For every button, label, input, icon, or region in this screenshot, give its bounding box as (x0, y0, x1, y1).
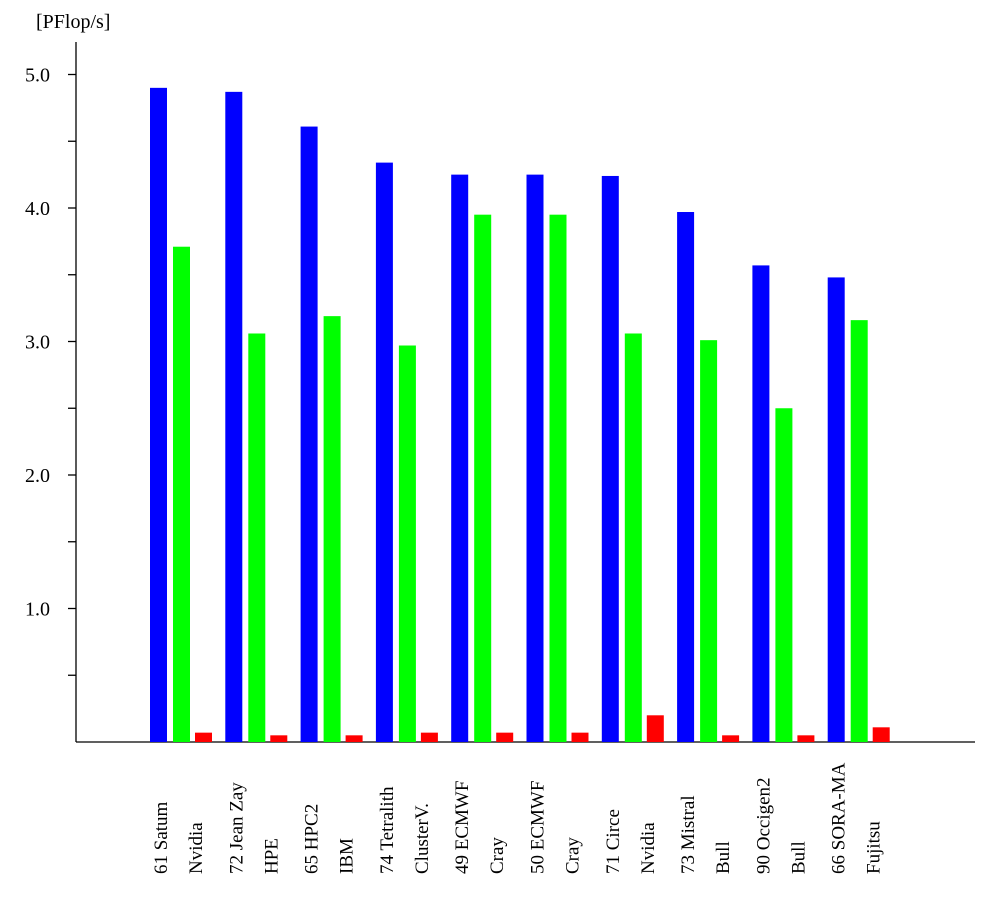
bar-series2-3 (323, 316, 341, 742)
category-label-name: 50 ECMWF (528, 781, 549, 874)
category-label-vendor: IBM (337, 838, 358, 874)
category-label-vendor: Bull (713, 841, 734, 874)
labels: 61 Satum Nvidia 72 Jean Zay HPE 65 HPC2 IBM 74… (151, 762, 885, 874)
bar-series3-5 (496, 732, 514, 742)
bar-series1-10 (827, 277, 845, 742)
category-label-name: 61 Satum (151, 801, 172, 874)
bar-series1-9 (752, 265, 770, 742)
bar-series3-4 (420, 732, 438, 742)
category-label-name: 66 SORA-MA (829, 762, 850, 874)
bar-series2-5 (474, 214, 492, 743)
category-label-vendor: Nvidia (186, 822, 207, 874)
bar-series2-10 (850, 320, 868, 742)
category-label-name: 71 Circe (603, 809, 624, 874)
bar-series3-3 (345, 735, 363, 742)
y-tick-label: 5.0 (25, 65, 50, 87)
bar-series2-9 (775, 408, 793, 742)
bar-series2-7 (624, 333, 642, 742)
category-label-vendor: Nvidia (638, 822, 659, 874)
bar-series1-3 (300, 126, 318, 742)
bar-series1-4 (375, 162, 393, 743)
y-tick-label: 1.0 (25, 599, 50, 621)
bar-series3-8 (722, 735, 740, 742)
bar-series3-6 (571, 732, 589, 742)
bar-series3-7 (646, 715, 664, 742)
category-label-name: 74 Tetralith (377, 786, 398, 874)
category-label-name: 73 Mistral (678, 795, 699, 874)
y-axis-unit-label: [PFlop/s] (36, 11, 110, 33)
bar-series1-5 (451, 174, 469, 742)
category-label-vendor: Cray (487, 837, 508, 874)
bar-series2-1 (173, 246, 190, 742)
bar-series1-1 (150, 87, 167, 743)
bars (150, 87, 890, 743)
category-label-name: 72 Jean Zay (226, 782, 247, 874)
bar-series3-2 (270, 735, 288, 742)
bar-series3-10 (872, 727, 890, 742)
bar-series2-2 (248, 333, 266, 742)
bar-series3-1 (195, 732, 212, 742)
y-tick-label: 3.0 (25, 332, 50, 354)
bar-series1-6 (526, 174, 544, 742)
bar-series2-4 (398, 345, 416, 742)
category-label-name: 90 Occigen2 (753, 777, 774, 874)
y-tick-label: 2.0 (25, 465, 50, 487)
bar-series3-9 (797, 735, 815, 742)
category-label-vendor: ClusterV. (412, 803, 433, 874)
category-label-vendor: Fujitsu (864, 821, 885, 874)
category-label-name: 49 ECMWF (452, 781, 473, 874)
y-tick-label: 4.0 (25, 198, 50, 220)
category-label-vendor: Bull (788, 841, 809, 874)
bar-series2-8 (700, 340, 718, 742)
bar-series1-7 (601, 175, 619, 742)
category-label-vendor: Cray (563, 837, 584, 874)
bar-series2-6 (549, 214, 567, 743)
category-label-vendor: HPE (261, 838, 282, 874)
category-label-name: 65 HPC2 (302, 804, 323, 874)
bar-series1-8 (677, 212, 695, 742)
bar-series1-2 (225, 91, 243, 743)
